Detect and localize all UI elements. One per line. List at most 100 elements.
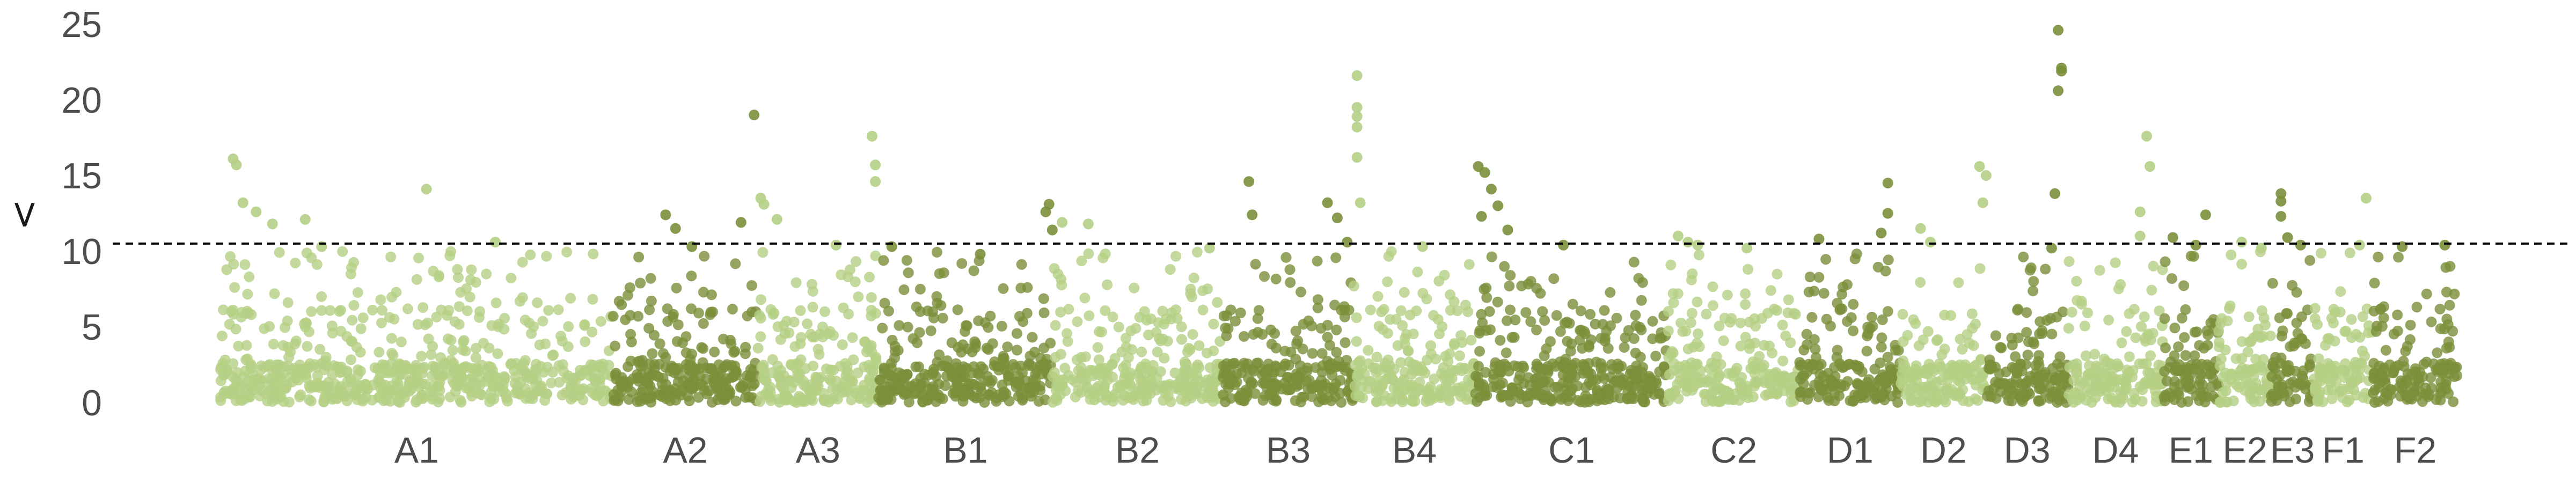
snp-point: [2373, 251, 2384, 262]
snp-point: [1907, 369, 1918, 380]
snp-point: [1829, 389, 1840, 400]
snp-point: [2107, 375, 2118, 386]
snp-point: [1413, 383, 1424, 394]
snp-point: [672, 319, 684, 331]
snp-point: [1038, 307, 1050, 318]
snp-point: [1611, 312, 1622, 324]
snp-point: [2154, 305, 2165, 317]
snp-point: [1176, 321, 1187, 332]
snp-point: [2115, 386, 2126, 397]
snp-point: [1062, 328, 1072, 339]
snp-point: [1707, 281, 1718, 292]
snp-point: [686, 270, 697, 282]
snp-point: [832, 393, 843, 405]
snp-point: [1682, 375, 1694, 386]
snp-point: [1194, 340, 1205, 351]
snp-point: [1372, 291, 1384, 302]
snp-point: [853, 291, 864, 302]
snp-point: [423, 333, 434, 345]
snp-point: [1488, 369, 1499, 380]
snp-point: [1296, 287, 1306, 298]
snp-point: [1220, 363, 1232, 375]
snp-point: [1290, 325, 1301, 336]
snp-point: [1476, 309, 1487, 320]
snp-point: [1704, 363, 1715, 374]
snp-point: [445, 334, 457, 346]
snp-point: [394, 358, 405, 369]
snp-point: [1393, 384, 1404, 395]
snp-point: [2191, 358, 2202, 370]
snp-point: [1922, 326, 1934, 337]
peak-point: [1351, 152, 1363, 163]
snp-point: [2063, 256, 2075, 267]
snp-point: [314, 343, 326, 355]
snp-point: [444, 391, 456, 402]
snp-point: [1387, 374, 1398, 385]
snp-point: [1029, 347, 1040, 358]
snp-point: [2295, 379, 2307, 390]
snp-point: [278, 361, 289, 372]
snp-point: [864, 272, 875, 283]
snp-point: [1809, 286, 1820, 297]
snp-point: [1382, 276, 1393, 288]
snp-point: [1599, 305, 1610, 316]
snp-point: [1450, 385, 1461, 396]
snp-point: [2121, 326, 2132, 337]
snp-point: [294, 391, 305, 402]
snp-point: [795, 332, 807, 343]
snp-point: [1832, 345, 1843, 356]
snp-point: [546, 377, 557, 389]
snp-point: [2326, 393, 2338, 405]
snp-point: [2188, 251, 2199, 262]
snp-point: [2319, 340, 2331, 351]
snp-point: [2018, 251, 2029, 262]
peak-point: [1243, 176, 1255, 187]
snp-point: [2426, 316, 2437, 327]
snp-point: [1197, 285, 1209, 296]
snp-point: [2030, 360, 2041, 371]
snp-point: [730, 396, 742, 407]
snp-point: [1986, 362, 1997, 374]
snp-point: [506, 358, 517, 369]
snp-point: [973, 315, 984, 326]
snp-point: [2444, 299, 2455, 311]
snp-point: [1939, 343, 1950, 355]
snp-point: [2100, 385, 2111, 396]
snp-point: [456, 397, 467, 408]
snp-point: [274, 247, 285, 258]
snp-point: [1049, 263, 1060, 274]
snp-point: [2346, 378, 2357, 390]
snp-point: [746, 280, 757, 291]
snp-point: [2441, 342, 2452, 354]
snp-point: [226, 306, 237, 317]
snp-point: [925, 325, 936, 336]
snp-point: [1796, 386, 1807, 398]
snp-point: [2236, 370, 2246, 381]
snp-point: [1719, 393, 1730, 404]
snp-point: [2245, 366, 2256, 377]
snp-point: [521, 371, 532, 383]
snp-point: [779, 328, 791, 339]
snp-point: [1772, 268, 1783, 280]
x-tick-label: F2: [2394, 430, 2436, 471]
snp-point: [1777, 355, 1789, 367]
x-tick-label: B2: [1115, 430, 1160, 471]
snp-point: [387, 350, 399, 361]
snp-point: [452, 264, 463, 275]
snp-point: [2140, 333, 2151, 344]
snp-point: [2437, 368, 2448, 379]
snp-point: [1027, 332, 1038, 343]
snp-point: [1399, 287, 1410, 298]
snp-point: [1479, 283, 1490, 295]
snp-point: [1877, 314, 1888, 325]
snp-point: [1628, 257, 1640, 268]
snp-point: [229, 282, 240, 293]
snp-point: [2179, 332, 2190, 343]
snp-point: [752, 342, 764, 354]
snp-point: [1861, 346, 1872, 357]
snp-point: [2266, 371, 2278, 382]
snp-point: [1873, 376, 1884, 387]
peak-point: [1692, 239, 1703, 251]
snp-point: [2033, 396, 2044, 407]
snp-point: [1285, 384, 1296, 396]
